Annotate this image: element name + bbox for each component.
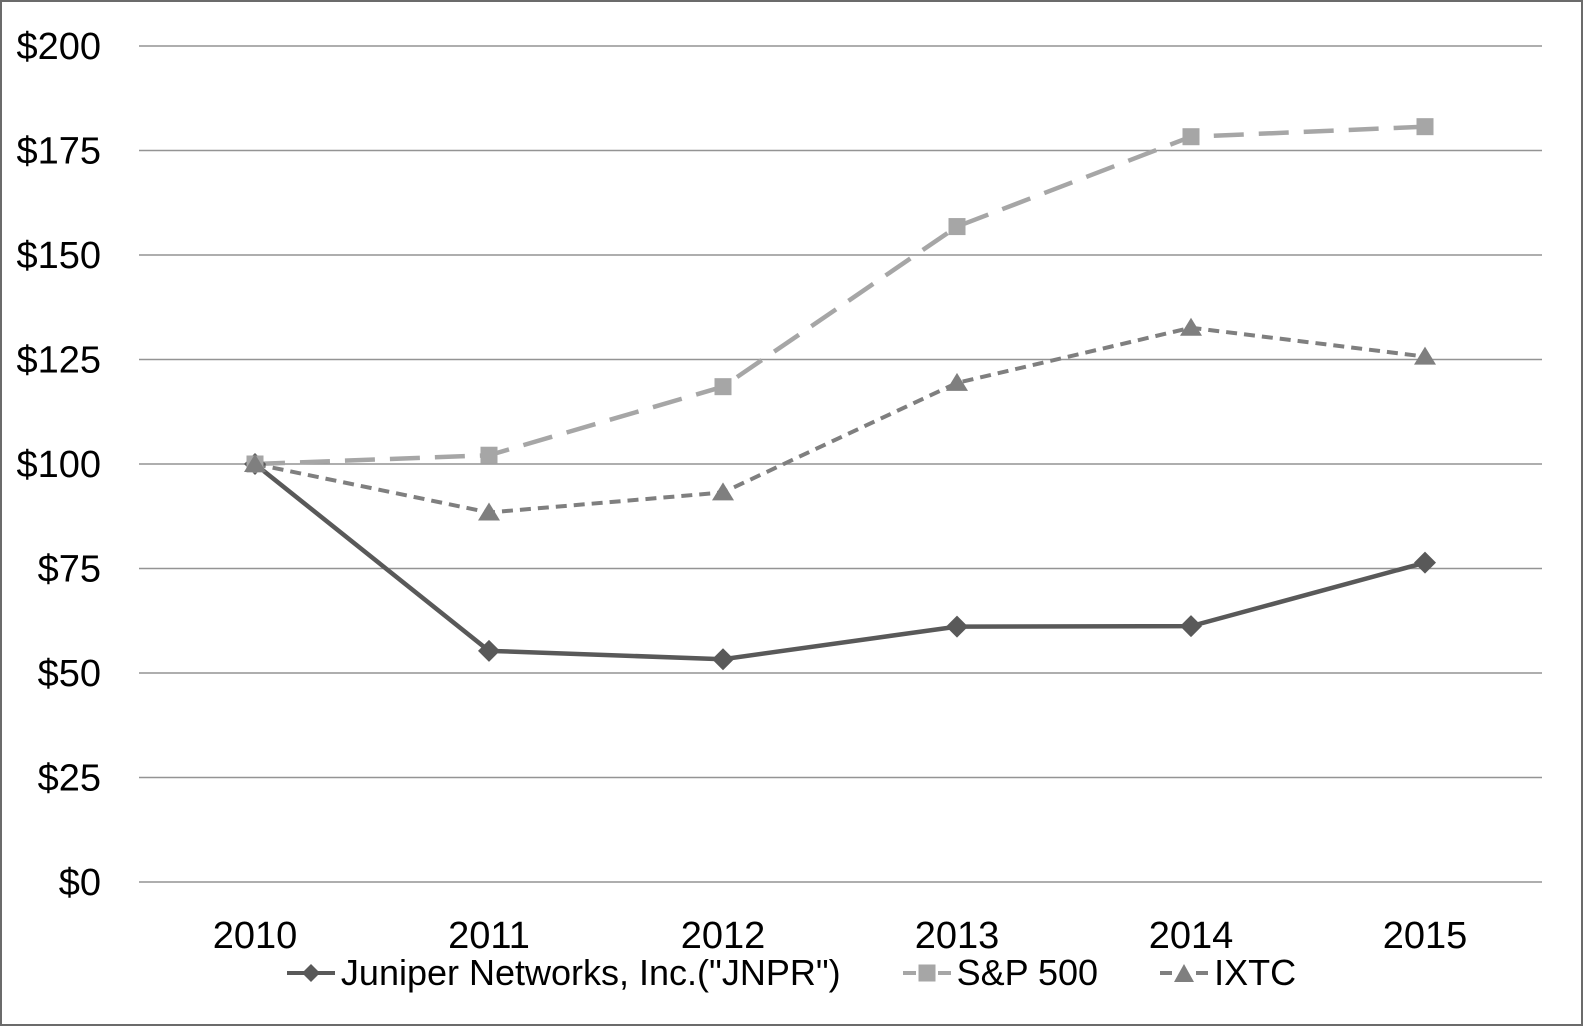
legend-label-ixtc: IXTC <box>1214 952 1297 993</box>
y-tick-label: $50 <box>38 653 101 695</box>
legend-marker-square-icon <box>902 964 951 982</box>
diamond-marker-icon <box>946 615 968 638</box>
chart-legend: Juniper Networks, Inc.("JNPR") S&P 500 I… <box>2 952 1581 994</box>
y-tick-label: $25 <box>38 758 101 800</box>
legend-label-sp500: S&P 500 <box>956 952 1099 993</box>
sp500-line <box>254 124 1426 467</box>
jnpr-markers <box>244 453 1436 671</box>
legend-item-sp500: S&P 500 <box>902 952 1099 994</box>
legend-marker-triangle-icon <box>1160 964 1209 982</box>
ixtc-line <box>254 325 1426 515</box>
triangle-marker-icon <box>1414 346 1436 365</box>
sp500-markers <box>246 118 1434 473</box>
diamond-marker-icon <box>478 639 500 662</box>
y-tick-label: $200 <box>16 26 101 68</box>
x-tick-label: 2014 <box>1149 915 1234 957</box>
legend-item-jnpr: Juniper Networks, Inc.("JNPR") <box>286 952 841 994</box>
y-tick-label: $175 <box>16 131 101 173</box>
legend-item-ixtc: IXTC <box>1160 952 1296 994</box>
y-axis-labels: $200 $175 $150 $125 $100 $75 $50 $25 $0 <box>16 26 101 904</box>
y-tick-label: $100 <box>16 444 101 486</box>
legend-label-jnpr: Juniper Networks, Inc.("JNPR") <box>340 952 841 993</box>
square-marker-icon <box>1416 118 1434 136</box>
x-tick-label: 2010 <box>213 915 298 957</box>
y-tick-label: $0 <box>59 862 101 904</box>
gridlines <box>139 45 1542 883</box>
diamond-marker-icon <box>1180 615 1202 638</box>
triangle-marker-icon <box>244 454 266 472</box>
square-marker-icon <box>480 446 498 464</box>
triangle-marker-icon <box>478 502 500 521</box>
x-tick-label: 2011 <box>448 915 530 957</box>
x-tick-label: 2012 <box>681 915 766 957</box>
triangle-marker-icon <box>946 372 968 391</box>
x-tick-label: 2015 <box>1383 915 1468 957</box>
x-tick-label: 2013 <box>915 915 1000 957</box>
square-marker-icon <box>1182 128 1200 146</box>
jnpr-line <box>253 462 1426 662</box>
square-marker-icon <box>948 218 966 236</box>
ixtc-markers <box>244 317 1436 521</box>
legend-marker-diamond-icon <box>286 964 335 982</box>
diamond-marker-icon <box>1414 551 1436 574</box>
y-tick-label: $75 <box>38 549 101 591</box>
x-axis-labels: 2010 2011 2012 2013 2014 2015 <box>213 915 1468 957</box>
square-marker-icon <box>714 378 732 396</box>
triangle-marker-icon <box>1180 317 1202 336</box>
y-tick-label: $150 <box>16 235 101 277</box>
diamond-marker-icon <box>712 648 734 671</box>
y-tick-label: $125 <box>16 340 101 382</box>
triangle-marker-icon <box>712 482 734 501</box>
